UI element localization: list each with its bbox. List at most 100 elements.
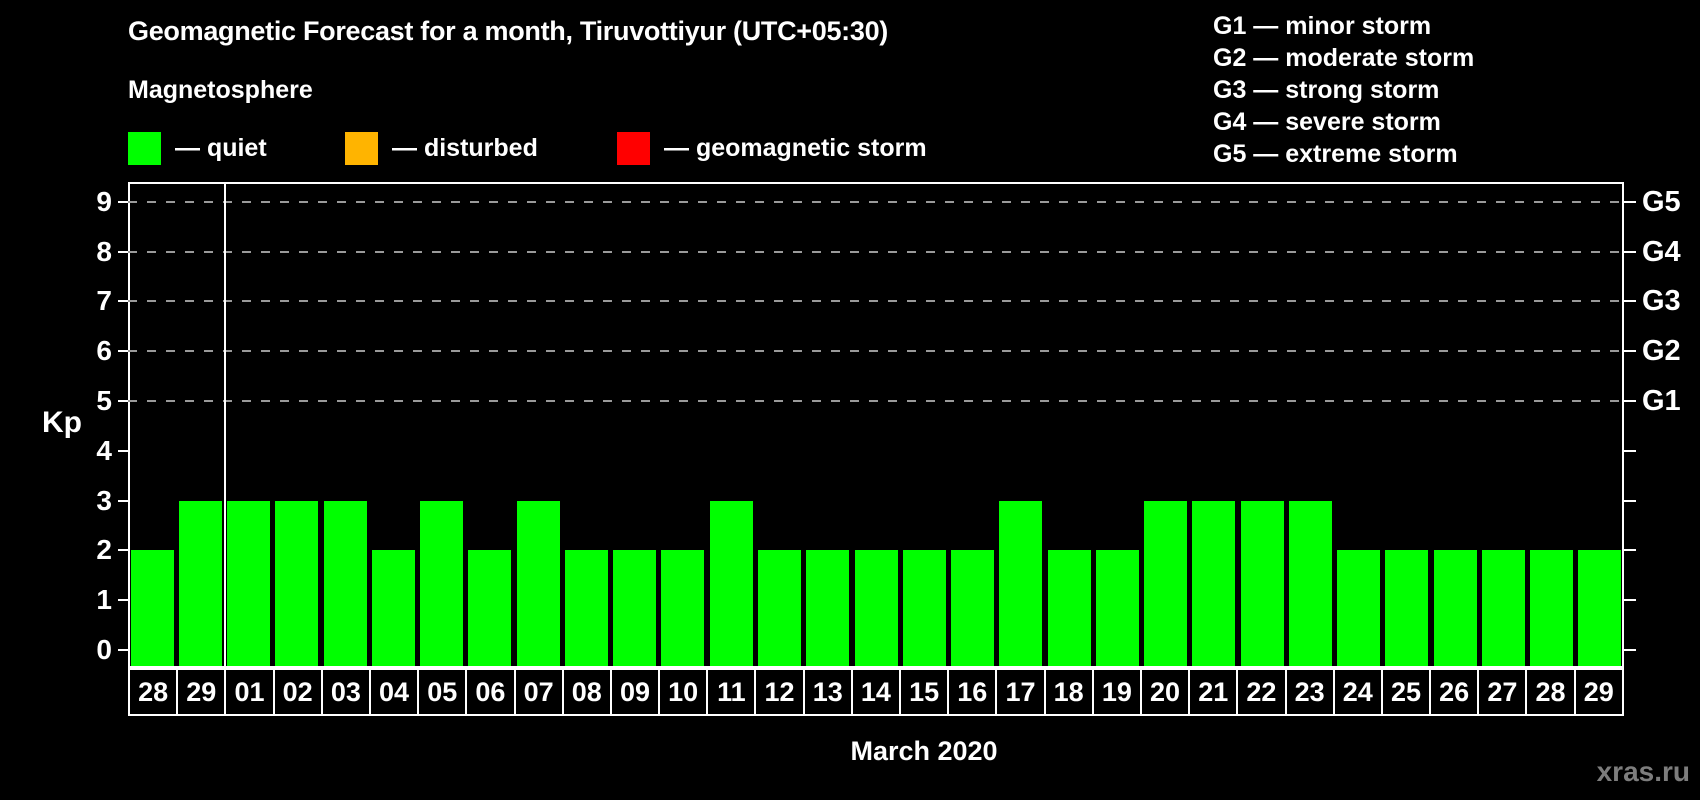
kp-bar bbox=[806, 550, 850, 666]
y-axis-tick bbox=[118, 400, 128, 402]
kp-bar bbox=[902, 550, 946, 666]
right-axis-tick bbox=[1624, 350, 1636, 353]
date-axis: 28 29 01 02 03 04 05 06 07 08 09 10 11 12 13 14 15 16 17 18… bbox=[128, 668, 1624, 716]
date-cell: 11 bbox=[708, 670, 757, 714]
plot-border-left bbox=[128, 182, 130, 668]
kp-bar bbox=[999, 500, 1043, 666]
right-axis-tick bbox=[1624, 200, 1636, 203]
kp-bar bbox=[1288, 500, 1332, 666]
date-cell: 12 bbox=[756, 670, 805, 714]
date-cell: 18 bbox=[1045, 670, 1094, 714]
y-axis-label: 1 bbox=[96, 584, 112, 616]
kp-bar bbox=[1047, 550, 1091, 666]
kp-bar bbox=[661, 550, 705, 666]
date-cell: 05 bbox=[419, 670, 468, 714]
kp-bar bbox=[178, 500, 222, 666]
date-cell: 27 bbox=[1479, 670, 1528, 714]
right-axis-tick bbox=[1624, 250, 1636, 253]
kp-bar bbox=[1144, 500, 1188, 666]
date-cell: 02 bbox=[274, 670, 323, 714]
kp-bar bbox=[564, 550, 608, 666]
kp-bar bbox=[468, 550, 512, 666]
date-cell: 10 bbox=[660, 670, 709, 714]
date-cell: 15 bbox=[901, 670, 950, 714]
y-axis-label: 7 bbox=[96, 285, 112, 317]
kp-bar bbox=[275, 500, 319, 666]
chart-subtitle: Magnetosphere bbox=[128, 76, 313, 104]
kp-bar bbox=[854, 550, 898, 666]
legend-label: — quiet bbox=[175, 133, 267, 162]
kp-bar bbox=[1481, 550, 1525, 666]
storm-scale-line-g1: G1 — minor storm bbox=[1213, 12, 1432, 40]
right-axis-tick bbox=[1624, 549, 1636, 552]
date-cell: 21 bbox=[1190, 670, 1239, 714]
g-scale-label-g1: G1 bbox=[1642, 385, 1681, 417]
y-axis-tick bbox=[118, 350, 128, 353]
date-cell: 29 bbox=[1575, 670, 1622, 714]
y-axis-tick bbox=[118, 599, 128, 602]
kp-bar bbox=[323, 500, 367, 666]
storm-scale-line-g2: G2 — moderate storm bbox=[1213, 44, 1475, 72]
kp-bar bbox=[1240, 500, 1284, 666]
date-cell: 24 bbox=[1334, 670, 1383, 714]
g-scale-label-g5: G5 bbox=[1642, 185, 1681, 218]
kp-bar bbox=[1192, 500, 1236, 666]
kp-bar bbox=[613, 550, 657, 666]
kp-bar bbox=[1337, 550, 1381, 666]
gridline-kp8 bbox=[128, 250, 1624, 253]
kp-bar bbox=[1433, 550, 1477, 666]
kp-bar bbox=[130, 550, 174, 666]
legend-item-geomagnetic-storm: — geomagnetic storm bbox=[617, 131, 927, 165]
legend-item-quiet: — quiet bbox=[128, 131, 267, 165]
plot-border-bottom bbox=[128, 666, 1624, 668]
y-axis-tick bbox=[118, 549, 128, 552]
y-axis-label: 9 bbox=[96, 185, 112, 217]
g-scale-label-g3: G3 bbox=[1642, 285, 1681, 318]
g-scale-label-g2: G2 bbox=[1642, 335, 1681, 368]
kp-bar bbox=[1530, 550, 1574, 666]
right-axis-tick bbox=[1624, 300, 1636, 303]
y-axis-tick bbox=[118, 649, 128, 651]
kp-bar bbox=[516, 500, 560, 666]
date-cell: 06 bbox=[467, 670, 516, 714]
y-axis-title: Kp bbox=[42, 406, 82, 439]
date-cell: 28 bbox=[1527, 670, 1576, 714]
date-cell: 08 bbox=[563, 670, 612, 714]
gridline-kp6 bbox=[128, 350, 1624, 353]
storm-scale-line-g5: G5 — extreme storm bbox=[1213, 140, 1458, 168]
y-axis-label: 0 bbox=[96, 634, 112, 665]
gridline-kp5 bbox=[128, 400, 1624, 402]
storm-scale-line-g3: G3 — strong storm bbox=[1213, 76, 1440, 104]
kp-bar bbox=[371, 550, 415, 666]
kp-bar bbox=[1578, 550, 1622, 666]
date-cell: 28 bbox=[130, 670, 179, 714]
date-cell: 17 bbox=[997, 670, 1046, 714]
y-axis-tick bbox=[118, 200, 128, 203]
legend-label: — geomagnetic storm bbox=[664, 133, 927, 162]
y-axis-label: 3 bbox=[96, 484, 112, 516]
y-axis-tick bbox=[118, 449, 128, 452]
y-axis-label: 8 bbox=[96, 235, 112, 267]
date-cell: 19 bbox=[1093, 670, 1142, 714]
month-label: March 2020 bbox=[850, 736, 998, 766]
right-axis-tick bbox=[1624, 599, 1636, 602]
g-scale-label-g4: G4 bbox=[1642, 235, 1681, 268]
page-title: Geomagnetic Forecast for a month, Tiruvo… bbox=[128, 16, 888, 46]
plot-border-top bbox=[128, 182, 1624, 184]
y-axis-tick bbox=[118, 499, 128, 502]
date-cell: 22 bbox=[1238, 670, 1287, 714]
disturbed-color-swatch bbox=[345, 131, 378, 165]
legend-label: — disturbed bbox=[392, 133, 538, 162]
date-cell: 20 bbox=[1141, 670, 1191, 714]
watermark: xras.ru bbox=[1596, 756, 1690, 787]
date-cell: 09 bbox=[611, 670, 661, 714]
plot-border-right bbox=[1622, 182, 1624, 668]
date-cell: 13 bbox=[804, 670, 853, 714]
kp-bar bbox=[1095, 550, 1139, 666]
date-cell: 03 bbox=[322, 670, 371, 714]
kp-bar bbox=[420, 500, 464, 666]
date-cell: 01 bbox=[226, 670, 275, 714]
month-separator-line bbox=[223, 182, 226, 668]
date-cell: 07 bbox=[515, 670, 564, 714]
